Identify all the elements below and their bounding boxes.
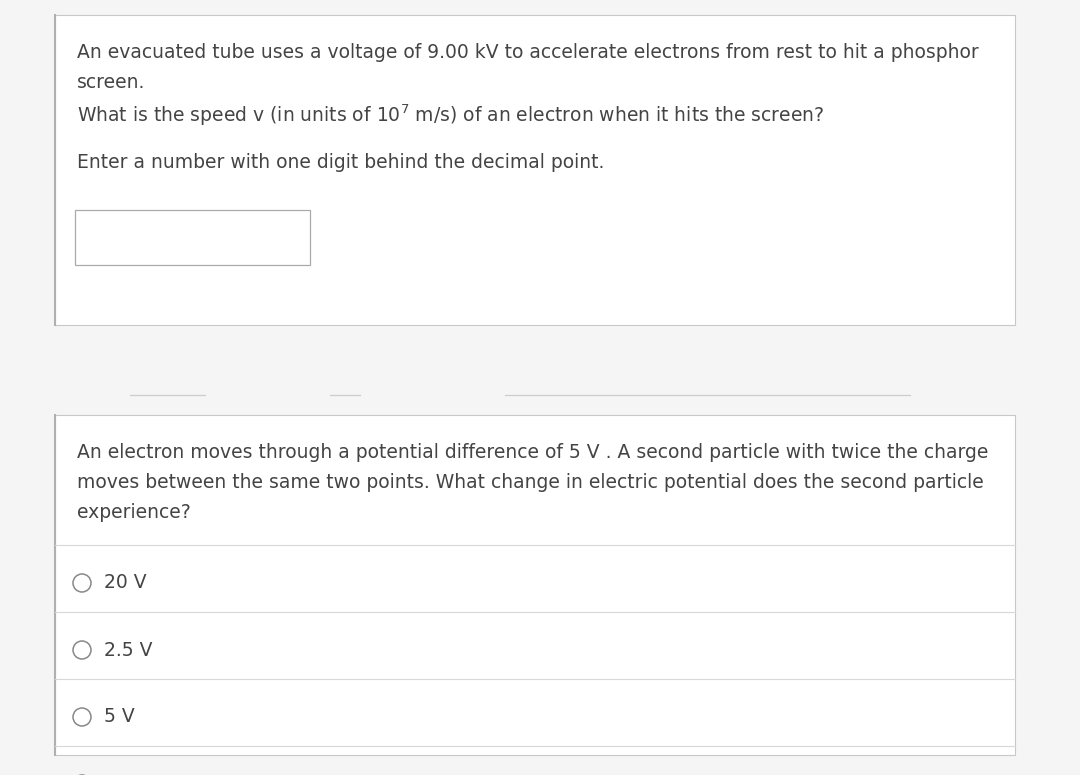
Text: 5 V: 5 V [104, 708, 135, 726]
Text: 20 V: 20 V [104, 574, 147, 593]
Text: Enter a number with one digit behind the decimal point.: Enter a number with one digit behind the… [77, 153, 605, 172]
Text: experience?: experience? [77, 503, 191, 522]
Text: What is the speed v (in units of 10$^7$ m/s) of an electron when it hits the scr: What is the speed v (in units of 10$^7$ … [77, 103, 824, 129]
Text: An electron moves through a potential difference of 5 V . A second particle with: An electron moves through a potential di… [77, 443, 988, 462]
Bar [75, 210, 310, 265]
Text: An evacuated tube uses a voltage of 9.00 kV to accelerate electrons from rest to: An evacuated tube uses a voltage of 9.00… [77, 43, 978, 62]
Bar [55, 415, 1015, 755]
Text: moves between the same two points. What change in electric potential does the se: moves between the same two points. What … [77, 473, 984, 492]
Text: screen.: screen. [77, 73, 146, 92]
Bar [55, 15, 1015, 325]
Text: 2.5 V: 2.5 V [104, 640, 152, 660]
